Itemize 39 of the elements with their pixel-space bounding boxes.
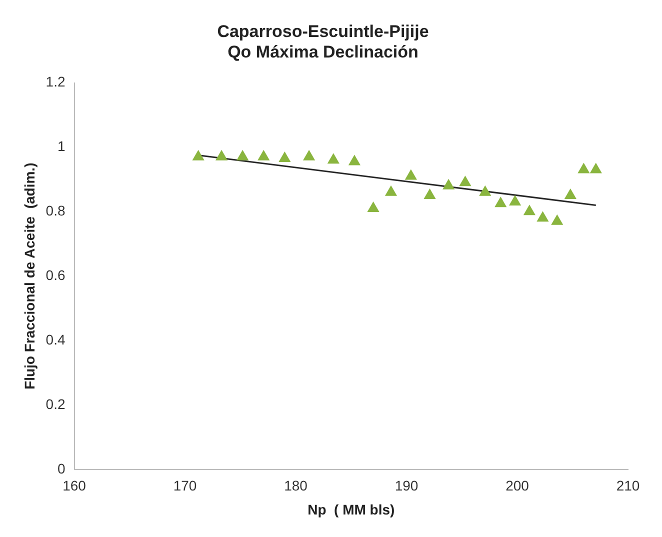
x-tick-label: 180 (284, 478, 308, 494)
point (551, 214, 563, 225)
point (278, 152, 290, 162)
point (460, 176, 471, 186)
point (216, 150, 228, 160)
y-tick-label: 0.8 (46, 202, 66, 219)
point (192, 150, 204, 160)
y-tick-label: 1 (57, 138, 66, 154)
y-tick-label: 1.2 (46, 74, 66, 90)
x-tick-label: 210 (616, 478, 640, 494)
point (424, 189, 436, 200)
point (494, 197, 506, 208)
point (564, 189, 576, 200)
x-tick-label: 200 (506, 478, 530, 494)
point (537, 212, 548, 222)
point (368, 202, 379, 212)
point (524, 205, 536, 216)
point (578, 163, 590, 174)
point (303, 150, 315, 160)
y-tick-label: 0.6 (46, 266, 66, 283)
point (590, 163, 602, 174)
point (236, 150, 248, 160)
point (348, 155, 360, 166)
y-tick-label: 0.2 (46, 396, 66, 412)
y-tick-label: 0 (57, 460, 66, 476)
point (258, 150, 270, 160)
x-tick-label: 160 (62, 478, 86, 494)
point (509, 196, 521, 206)
x-tick-label: 170 (173, 478, 197, 494)
y-tick-label: 0.4 (46, 331, 66, 348)
point (405, 170, 417, 180)
chart-title: Caparroso-Escuintle-Pijije Qo Máxima Declinación (217, 22, 429, 62)
point (442, 179, 454, 190)
x-axis-title: Np ( MM bls) (308, 501, 395, 518)
y-axis-title: Flujo Fraccional de Aceite (adim.) (21, 162, 38, 390)
point (479, 186, 491, 196)
point (385, 186, 397, 196)
x-tick-label: 190 (394, 478, 418, 494)
point (328, 154, 340, 164)
